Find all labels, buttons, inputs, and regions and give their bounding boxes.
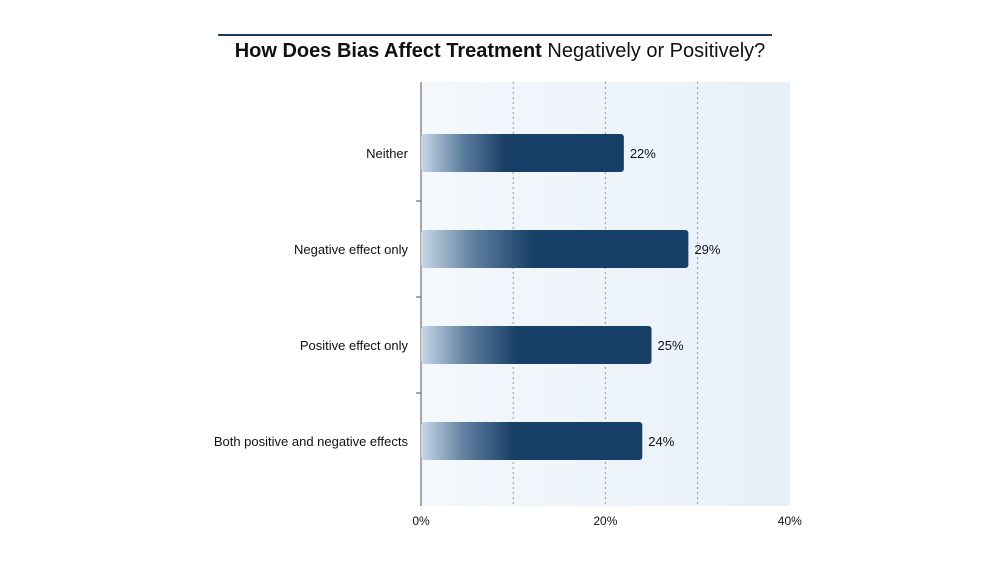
axes [416,82,422,506]
value-label-1: 29% [694,242,720,257]
category-label-1: Negative effect only [294,242,408,257]
x-tick-label-0: 0% [412,514,430,528]
bar-0 [421,134,624,172]
x-tick-label-2: 40% [778,514,802,528]
x-tick-label-1: 20% [593,514,617,528]
bar-3 [421,422,643,460]
bars [421,134,689,460]
bar-2 [421,326,652,364]
category-label-2: Positive effect only [300,338,409,353]
value-label-2: 25% [658,338,684,353]
value-label-0: 22% [630,146,656,161]
title-rule [218,34,772,36]
chart-title-bold: How Does Bias Affect Treatment [234,40,542,62]
bar-1 [421,230,689,268]
category-label-0: Neither [366,146,409,161]
category-label-3: Both positive and negative effects [214,434,409,449]
value-label-3: 24% [648,434,674,449]
chart-title: How Does Bias Affect Treatment Negativel… [0,40,1000,63]
labels: 22% Neither 29% Negative effect only 25% Posi… [214,146,802,528]
chart-title-rest: Negatively or Positively? [541,40,766,62]
